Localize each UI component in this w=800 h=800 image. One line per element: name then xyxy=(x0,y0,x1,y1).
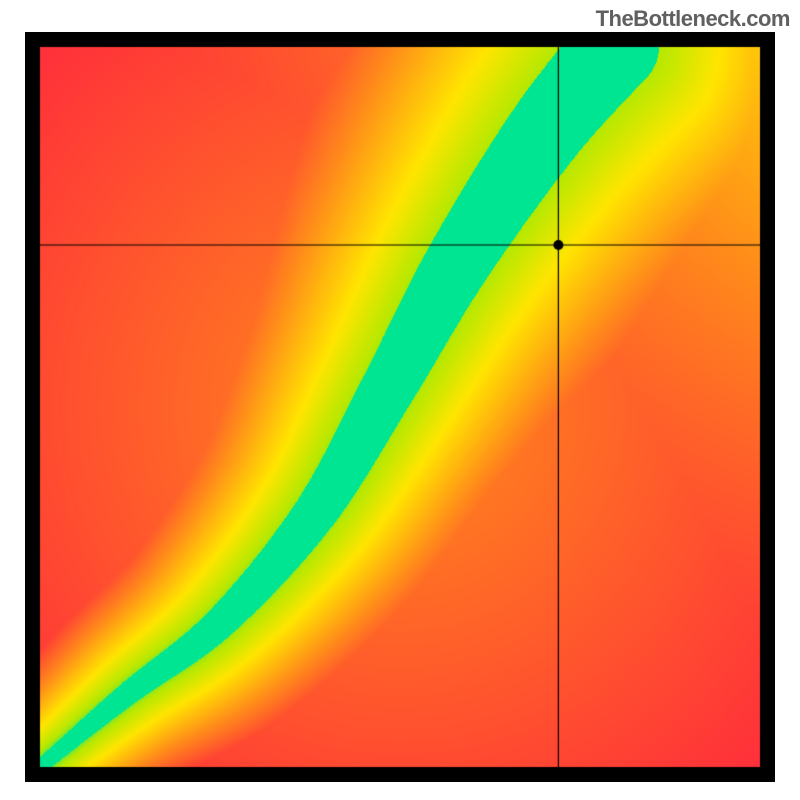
watermark-text: TheBottleneck.com xyxy=(596,6,790,32)
chart-container: TheBottleneck.com xyxy=(0,0,800,800)
heatmap-plot xyxy=(25,32,775,782)
heatmap-canvas xyxy=(25,32,775,782)
